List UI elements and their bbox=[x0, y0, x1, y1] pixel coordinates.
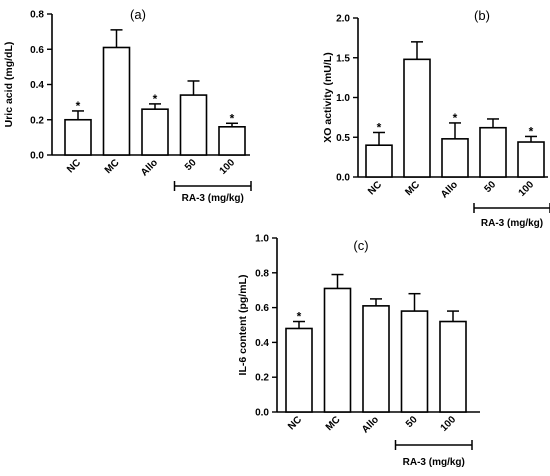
y-tick-label: 0.8 bbox=[30, 10, 44, 21]
bar bbox=[64, 118, 92, 156]
significance-marker: * bbox=[297, 310, 302, 324]
bar bbox=[441, 138, 469, 178]
significance-marker: * bbox=[529, 124, 534, 138]
y-tick-label: 0.4 bbox=[30, 80, 44, 91]
bar bbox=[517, 141, 545, 178]
y-axis-title: Uric acid (mg/dL) bbox=[3, 42, 15, 128]
panel-label: (a) bbox=[130, 7, 146, 22]
category-label: 50 bbox=[183, 157, 199, 173]
y-tick-label: 0.8 bbox=[255, 268, 269, 279]
y-tick-label: 0.6 bbox=[255, 303, 269, 314]
bar bbox=[141, 108, 169, 156]
bar bbox=[218, 126, 246, 156]
category-label: 100 bbox=[218, 157, 238, 177]
group-label: RA-3 (mg/kg) bbox=[182, 193, 244, 204]
y-tick-label: 0.2 bbox=[30, 115, 44, 126]
bar bbox=[365, 144, 393, 178]
y-tick-label: 0.0 bbox=[255, 408, 269, 419]
panel-a: 0.0 0.2 0.4 0.6 0.8 Uric acid (mg/dL) (a) * NC MC… bbox=[3, 7, 252, 204]
category-label: 50 bbox=[404, 414, 420, 430]
category-label: NC bbox=[286, 414, 304, 432]
category-label: 50 bbox=[482, 179, 498, 195]
significance-marker: * bbox=[377, 120, 382, 134]
y-tick-label: 1.0 bbox=[255, 234, 269, 245]
y-tick-label: 0.5 bbox=[336, 133, 350, 144]
panel-b: 0.0 0.5 1.0 1.5 2.0 XO activity (mU/L) (b) * NC M… bbox=[322, 8, 550, 229]
significance-marker: * bbox=[453, 111, 458, 125]
category-label: Allo bbox=[139, 157, 160, 178]
category-label: 100 bbox=[517, 179, 537, 199]
y-tick-label: 0.6 bbox=[30, 45, 44, 56]
panel-c: 0.0 0.2 0.4 0.6 0.8 1.0 IL-6 content (pg/mL) (c… bbox=[237, 234, 480, 468]
category-label: Allo bbox=[439, 179, 460, 200]
bar bbox=[479, 126, 507, 178]
y-tick-label: 1.0 bbox=[336, 93, 350, 104]
significance-marker: * bbox=[76, 99, 81, 113]
bar bbox=[403, 58, 431, 178]
significance-marker: * bbox=[230, 111, 235, 125]
category-label: MC bbox=[403, 179, 422, 198]
y-tick-label: 0.0 bbox=[336, 173, 350, 184]
category-label: NC bbox=[366, 179, 384, 197]
bar bbox=[285, 327, 313, 413]
panel-label: (b) bbox=[474, 8, 490, 23]
category-label: Allo bbox=[360, 414, 381, 435]
y-tick-label: 0.0 bbox=[30, 151, 44, 162]
category-label: MC bbox=[103, 157, 122, 176]
category-label: 100 bbox=[439, 414, 459, 434]
bar bbox=[102, 46, 131, 156]
y-tick-label: 2.0 bbox=[336, 14, 350, 25]
group-label: RA-3 (mg/kg) bbox=[481, 218, 543, 229]
significance-marker: * bbox=[153, 92, 158, 106]
panel-label: (c) bbox=[353, 238, 368, 253]
bar bbox=[362, 305, 390, 413]
category-label: NC bbox=[65, 157, 83, 175]
bar bbox=[400, 310, 429, 413]
bar bbox=[179, 94, 208, 156]
y-tick-label: 1.5 bbox=[336, 53, 350, 64]
y-tick-label: 0.2 bbox=[255, 373, 269, 384]
y-axis-title: XO activity (mU/L) bbox=[322, 52, 334, 142]
y-axis-title: IL-6 content (pg/mL) bbox=[237, 275, 249, 376]
category-label: MC bbox=[324, 414, 343, 433]
bar bbox=[323, 287, 352, 413]
bar bbox=[439, 320, 467, 413]
group-label: RA-3 (mg/kg) bbox=[403, 457, 465, 468]
y-tick-label: 0.4 bbox=[255, 338, 269, 349]
